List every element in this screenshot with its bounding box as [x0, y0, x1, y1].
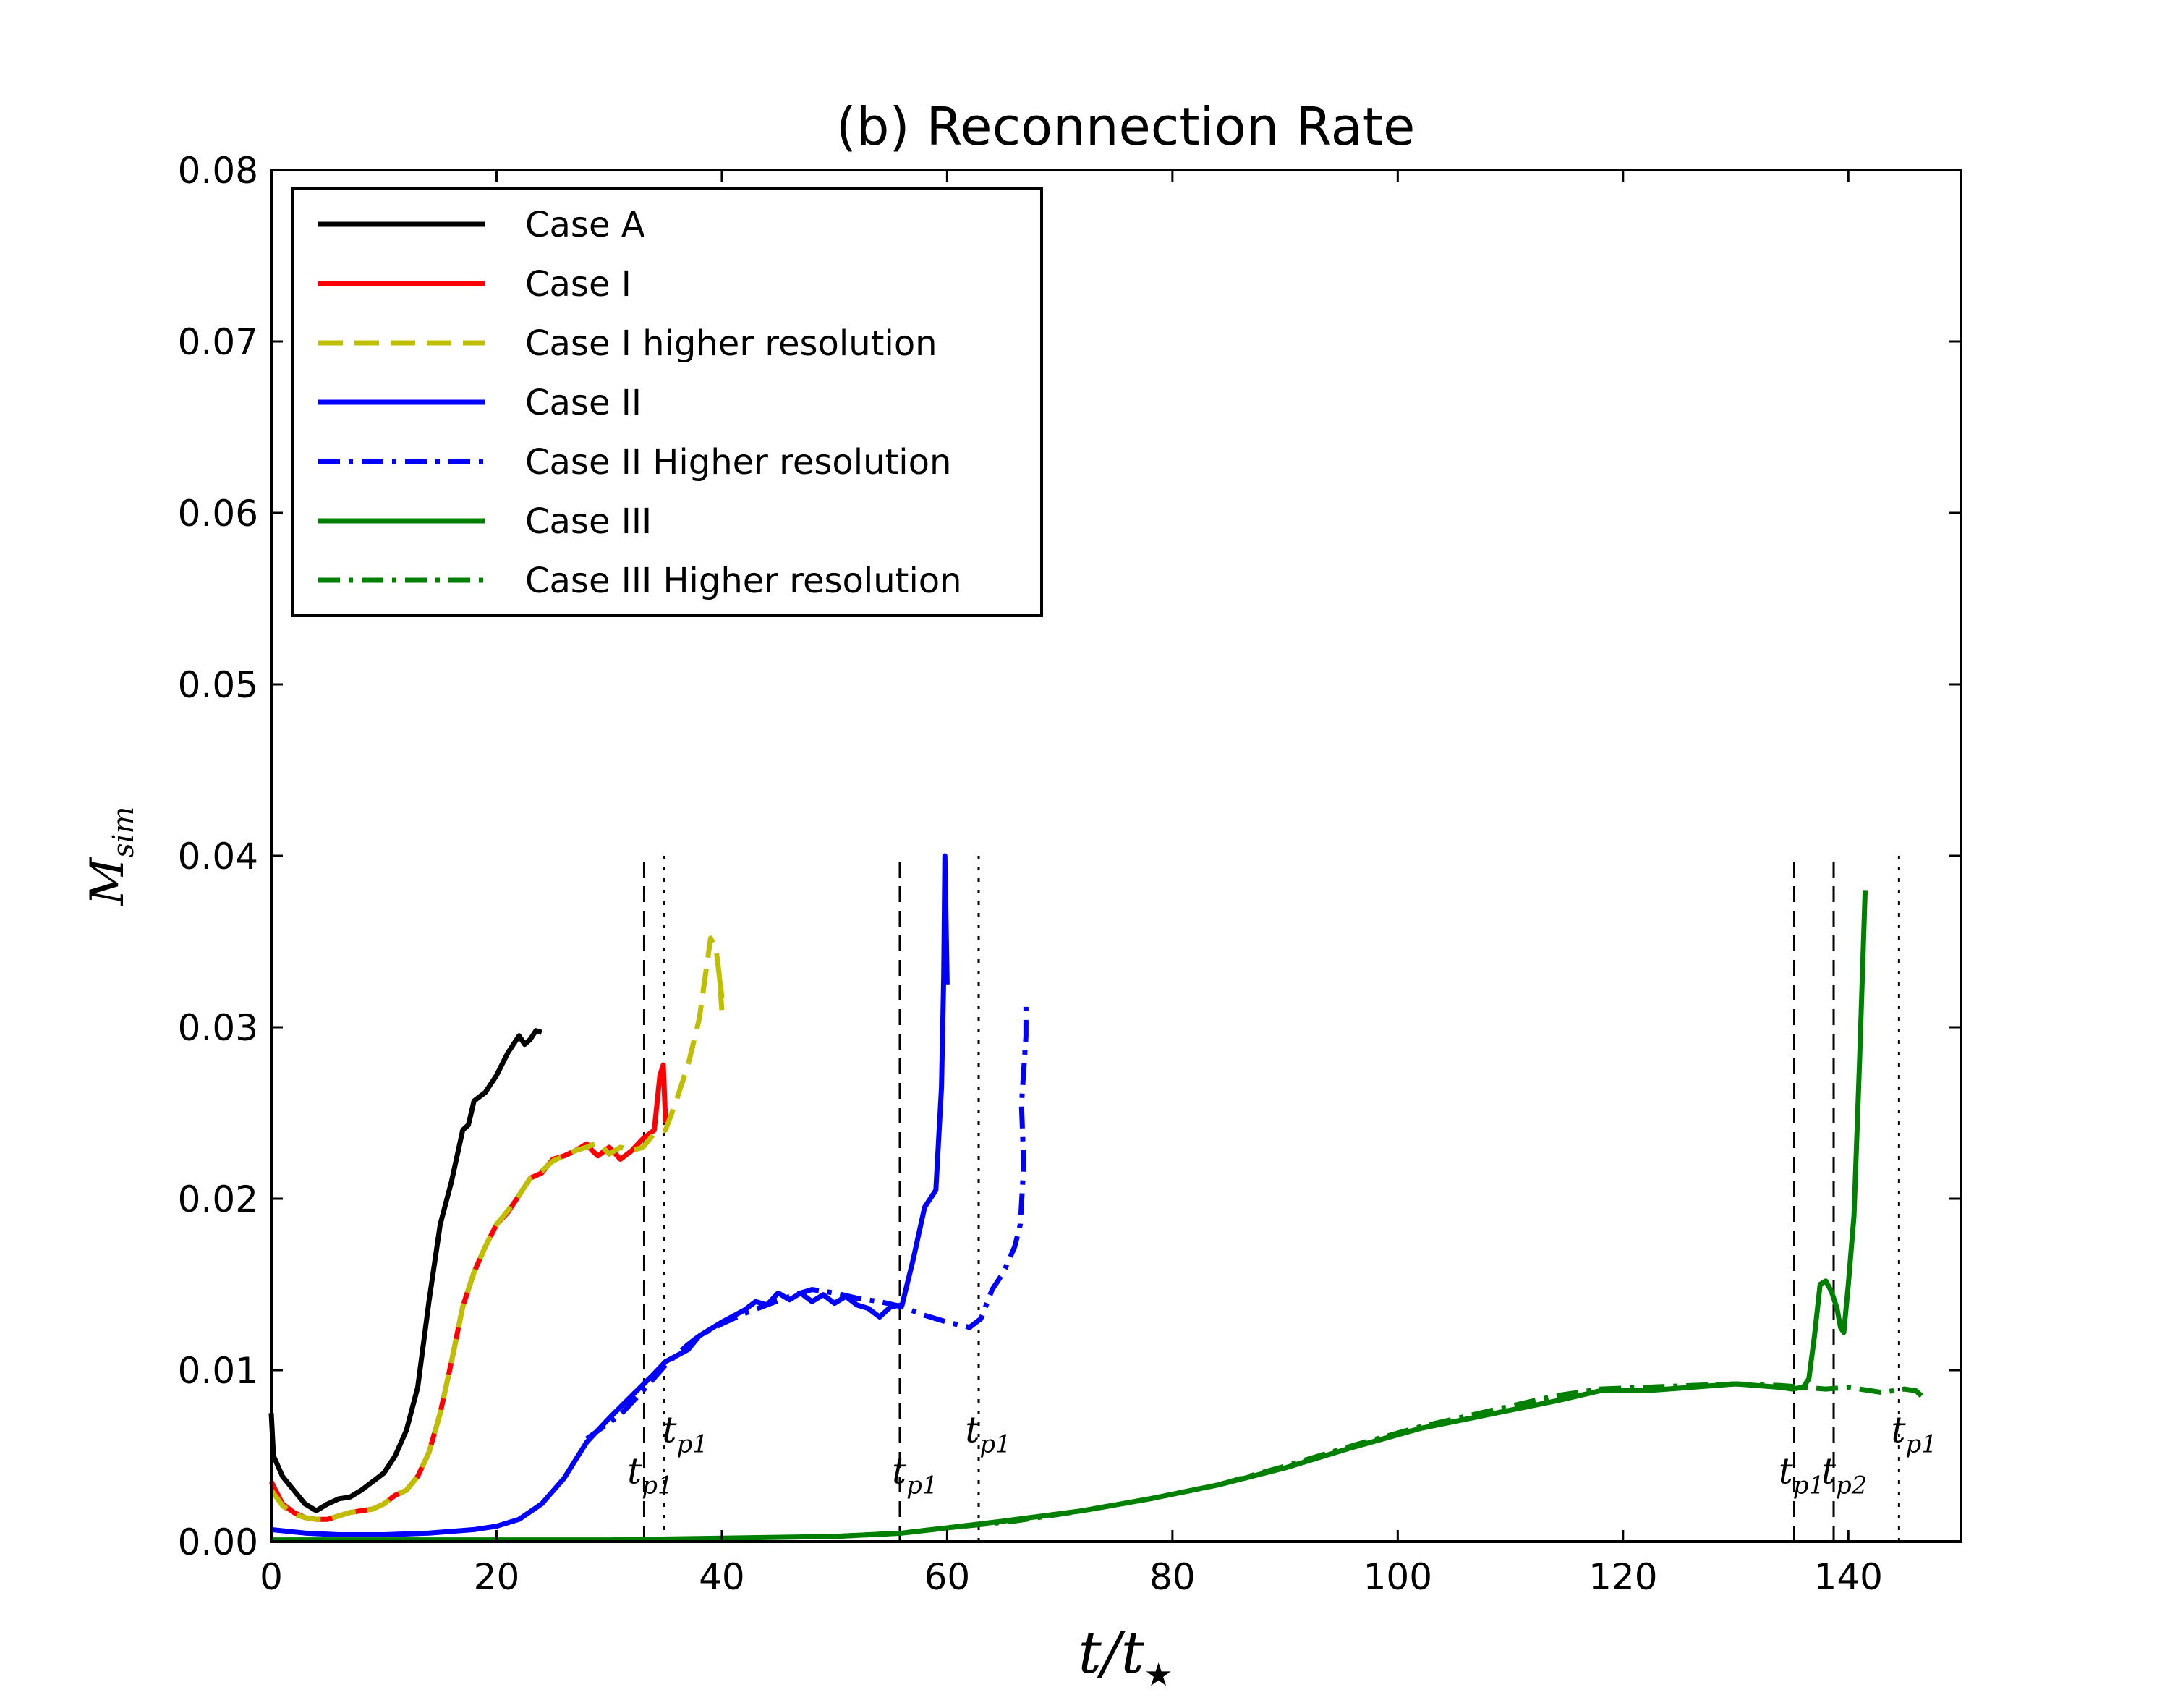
legend-label: Case II — [525, 383, 642, 423]
annotation-main: t — [965, 1409, 980, 1451]
annotation-tp1-2: tp1 — [965, 1409, 1011, 1459]
x-axis-label-sub: ★ — [1144, 1657, 1173, 1694]
legend-label: Case I higher resolution — [525, 323, 937, 364]
x-tick-label: 120 — [1588, 1556, 1657, 1598]
annotation-tp1-1: tp1 — [627, 1450, 673, 1500]
series-case-ii-higher-resolution — [585, 1001, 1029, 1441]
annotation-main: t — [662, 1409, 677, 1451]
y-tick-label: 0.05 — [178, 664, 258, 706]
y-tick-label: 0.01 — [178, 1350, 258, 1392]
annotation-tp2-6: tp2 — [1821, 1450, 1868, 1500]
y-tick-label: 0.04 — [178, 836, 258, 878]
legend-label: Case III — [525, 501, 652, 542]
annotation-sub: p1 — [1906, 1430, 1937, 1459]
annotation-sub: p1 — [1793, 1471, 1824, 1500]
y-axis-label: Msim — [81, 807, 140, 906]
annotation-main: t — [1779, 1450, 1794, 1492]
legend-label: Case II Higher resolution — [525, 442, 951, 483]
series-lines — [268, 853, 1923, 1543]
x-tick-label: 20 — [474, 1556, 520, 1598]
y-tick-label: 0.03 — [178, 1007, 258, 1049]
annotation-sub: p1 — [906, 1471, 937, 1500]
annotation-sub: p1 — [642, 1471, 673, 1500]
chart-title: (b) Reconnection Rate — [836, 96, 1416, 157]
x-axis-label-main: t/t — [1078, 1619, 1145, 1686]
annotation-sub: p1 — [979, 1430, 1010, 1459]
series-case-i-higher-resolution — [269, 935, 725, 1522]
annotation-main: t — [1891, 1409, 1906, 1451]
legend: Case A Case I Case I higher resolution Case… — [291, 187, 1043, 617]
series-case-a — [268, 1028, 542, 1513]
series-case-iii-higher-resolution — [834, 1381, 1923, 1539]
annotation-tp1-0: tp1 — [662, 1409, 708, 1459]
annotation-main: t — [1821, 1450, 1837, 1492]
series-case-iii — [271, 890, 1868, 1543]
x-axis-label: t/t★ — [1078, 1619, 1173, 1694]
x-tick-label: 140 — [1814, 1556, 1883, 1598]
x-tick-label: 0 — [260, 1556, 283, 1598]
y-axis-label-main: M — [81, 857, 135, 906]
annotation-main: t — [892, 1450, 907, 1492]
x-tick-label: 40 — [699, 1556, 745, 1598]
x-tick-label: 60 — [924, 1556, 971, 1598]
y-axis-ticks: 0.00 0.01 0.02 0.03 0.04 0.05 0.06 0.07 0.08 — [178, 150, 1961, 1563]
vertical-marker-lines — [642, 856, 1900, 1542]
y-tick-label: 0.06 — [178, 493, 258, 535]
y-tick-label: 0.00 — [178, 1521, 258, 1563]
annotation-tp1-3: tp1 — [892, 1450, 938, 1500]
annotation-sub: p2 — [1836, 1471, 1867, 1500]
x-axis-ticks: 0 20 40 60 80 100 120 140 — [260, 170, 1883, 1598]
annotation-main: t — [627, 1450, 642, 1492]
annotation-sub: p1 — [676, 1430, 707, 1459]
y-tick-label: 0.08 — [178, 150, 258, 192]
legend-label: Case A — [525, 205, 645, 245]
legend-label: Case I — [525, 264, 631, 305]
y-tick-label: 0.07 — [178, 321, 258, 363]
annotation-tp1-4: tp1 — [1891, 1409, 1937, 1459]
y-axis-label-sub: sim — [107, 807, 140, 858]
legend-label: Case III Higher resolution — [525, 561, 962, 601]
annotation-tp1-5: tp1 — [1779, 1450, 1825, 1500]
x-tick-label: 100 — [1363, 1556, 1432, 1598]
x-tick-label: 80 — [1149, 1556, 1196, 1598]
series-case-ii — [271, 853, 950, 1537]
y-tick-label: 0.02 — [178, 1178, 258, 1220]
